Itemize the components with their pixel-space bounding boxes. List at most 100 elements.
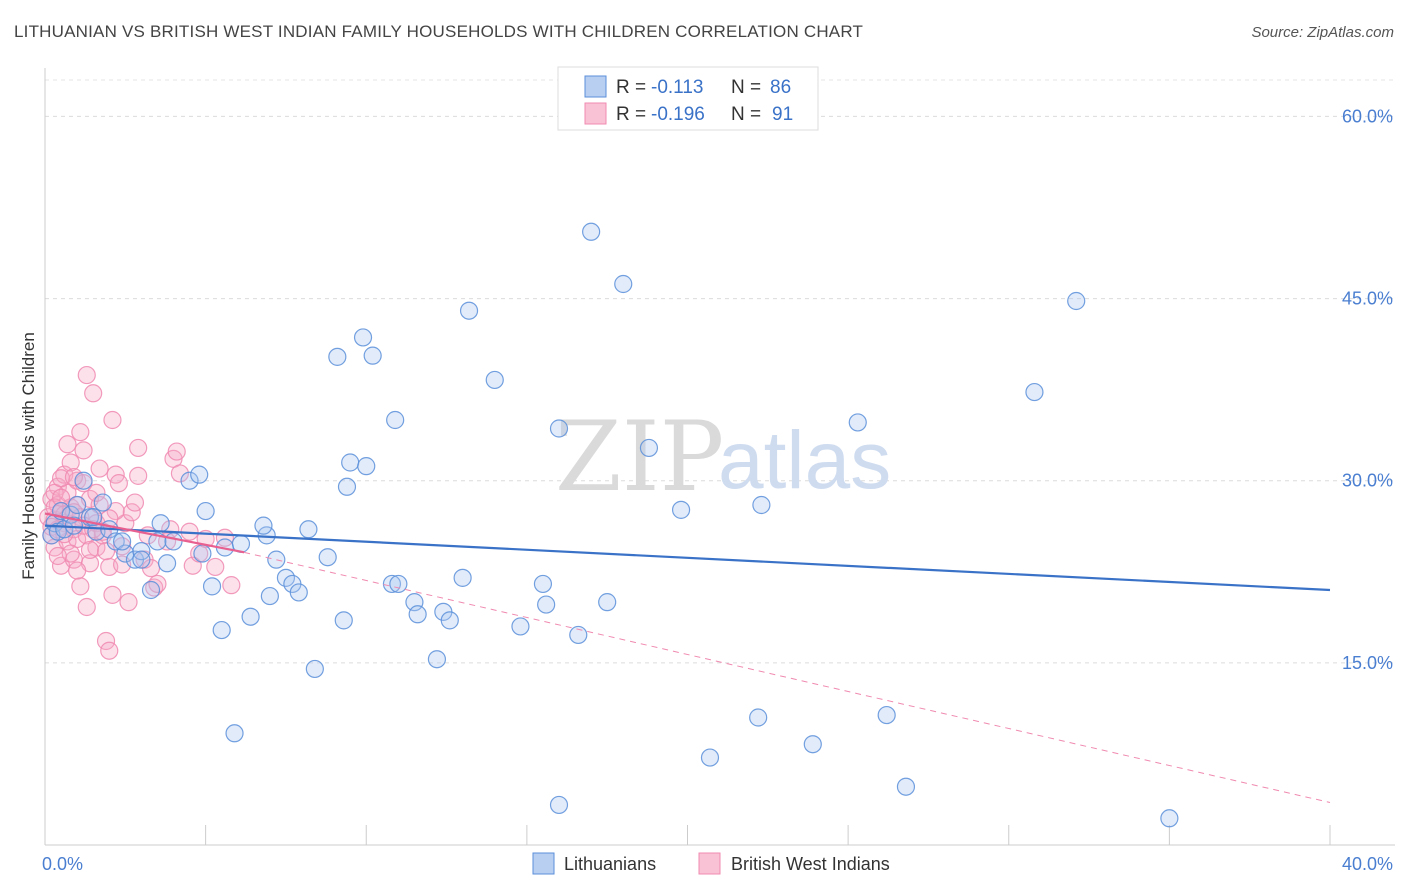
bwi-point bbox=[68, 561, 87, 580]
lithuanian-point bbox=[453, 568, 472, 587]
bwi-n-value: 91 bbox=[772, 104, 793, 125]
lithuanian-point bbox=[241, 607, 260, 626]
trend-lines bbox=[44, 512, 1331, 803]
lithuanian-point bbox=[877, 705, 896, 725]
lithuanians-r-value: -0.113 bbox=[651, 77, 703, 98]
lithuanian-point bbox=[803, 735, 822, 754]
bwi-point bbox=[170, 464, 190, 483]
lithuanian-point bbox=[196, 501, 215, 521]
lithuanian-point bbox=[157, 554, 177, 573]
bwi-point bbox=[96, 542, 116, 561]
lithuanian-point bbox=[389, 574, 408, 594]
y-tick-label: 60.0% bbox=[1342, 106, 1393, 126]
lithuanian-point bbox=[549, 419, 569, 438]
lithuanian-point bbox=[363, 346, 382, 365]
bwi-point bbox=[129, 438, 148, 458]
bwi-point bbox=[77, 597, 96, 617]
source-label: Source: ZipAtlas.com bbox=[1251, 24, 1394, 41]
bwi-point bbox=[167, 442, 186, 461]
bwi-point bbox=[80, 540, 100, 560]
bwi-point bbox=[206, 557, 225, 577]
y-tick-label: 15.0% bbox=[1342, 653, 1393, 673]
lithuanians-r-label: R = bbox=[616, 77, 646, 98]
lithuanian-point bbox=[749, 708, 768, 727]
lithuanian-point bbox=[106, 532, 125, 551]
bwi-point bbox=[222, 576, 241, 595]
lithuanian-point bbox=[485, 370, 504, 390]
y-tick-label: 45.0% bbox=[1342, 289, 1393, 309]
bwi-point bbox=[48, 546, 67, 566]
lithuanian-point bbox=[334, 611, 353, 630]
lithuanian-point bbox=[141, 580, 161, 600]
axes-layer: 15.0% 30.0% 45.0% 60.0% 0.0% 40.0% bbox=[42, 68, 1395, 874]
lithuanian-point bbox=[569, 625, 588, 645]
lithuanians-trend-line bbox=[44, 524, 1331, 592]
lithuanian-point bbox=[68, 495, 87, 515]
lithuanian-point bbox=[537, 595, 556, 614]
legend-lithuanians-label: Lithuanians bbox=[564, 854, 656, 874]
bwi-point bbox=[87, 483, 106, 502]
bwi-r-value: -0.196 bbox=[651, 104, 705, 125]
bwi-point bbox=[84, 384, 103, 403]
lithuanian-point bbox=[318, 548, 337, 567]
bwi-point bbox=[103, 585, 122, 604]
legend-bwi-swatch bbox=[698, 852, 721, 875]
lithuanian-point bbox=[260, 586, 279, 606]
lithuanian-point bbox=[752, 495, 771, 515]
lithuanian-point bbox=[382, 574, 402, 594]
lithuanian-point bbox=[225, 724, 244, 743]
bwi-point bbox=[61, 453, 80, 472]
lithuanian-point bbox=[202, 577, 222, 596]
lithuanian-point bbox=[305, 659, 324, 679]
bwi-point bbox=[71, 423, 90, 442]
lithuanian-point bbox=[267, 550, 286, 569]
lithuanian-point bbox=[700, 748, 720, 767]
bwi-point bbox=[90, 459, 109, 478]
lithuanian-point bbox=[440, 611, 459, 630]
lithuanian-point bbox=[151, 514, 170, 533]
lithuanian-point bbox=[1025, 382, 1044, 402]
lithuanian-point bbox=[337, 477, 357, 496]
bwi-point bbox=[122, 503, 141, 522]
grid-layer bbox=[45, 79, 1395, 664]
watermark-atlas: atlas bbox=[718, 415, 891, 506]
bwi-point bbox=[119, 593, 138, 612]
lithuanian-point bbox=[1160, 809, 1179, 828]
lithuanian-point bbox=[896, 777, 916, 796]
lithuanian-point bbox=[582, 222, 601, 241]
lithuanian-point bbox=[93, 493, 112, 512]
watermark-zip: ZIP bbox=[555, 401, 724, 513]
bwi-trend-extension bbox=[244, 551, 1331, 803]
lithuanians-n-label: N = bbox=[731, 77, 761, 98]
lithuanian-point bbox=[254, 516, 273, 535]
bwi-r-label: R = bbox=[616, 104, 646, 125]
lithuanian-point bbox=[212, 620, 231, 640]
bwi-point bbox=[51, 469, 71, 488]
bwi-n-label: N = bbox=[731, 104, 761, 125]
lithuanian-point bbox=[193, 544, 212, 563]
lithuanian-point bbox=[180, 471, 199, 490]
lithuanian-point bbox=[328, 347, 347, 366]
lithuanian-point bbox=[549, 795, 569, 815]
y-axis-label: Family Households with Children bbox=[19, 332, 38, 580]
series-legend: Lithuanians British West Indians bbox=[532, 852, 890, 875]
watermark: ZIP atlas bbox=[555, 401, 891, 513]
bwi-point bbox=[71, 577, 90, 596]
chart-title: LITHUANIAN VS BRITISH WEST INDIAN FAMILY… bbox=[14, 22, 864, 41]
lithuanian-point bbox=[511, 617, 530, 636]
lithuanian-point bbox=[289, 583, 308, 602]
lithuanian-point bbox=[112, 532, 132, 551]
bwi-swatch bbox=[584, 102, 607, 125]
bwi-point bbox=[51, 488, 71, 507]
bwi-point bbox=[109, 474, 128, 493]
lithuanian-point bbox=[132, 550, 151, 569]
lithuanian-point bbox=[353, 328, 373, 347]
x-tick-label: 40.0% bbox=[1342, 854, 1393, 874]
lithuanian-point bbox=[533, 574, 553, 594]
bwi-point bbox=[106, 501, 125, 521]
bwi-point bbox=[100, 641, 119, 660]
lithuanians-n-value: 86 bbox=[770, 77, 791, 98]
lithuanian-point bbox=[459, 301, 479, 320]
bwi-point bbox=[58, 435, 77, 454]
